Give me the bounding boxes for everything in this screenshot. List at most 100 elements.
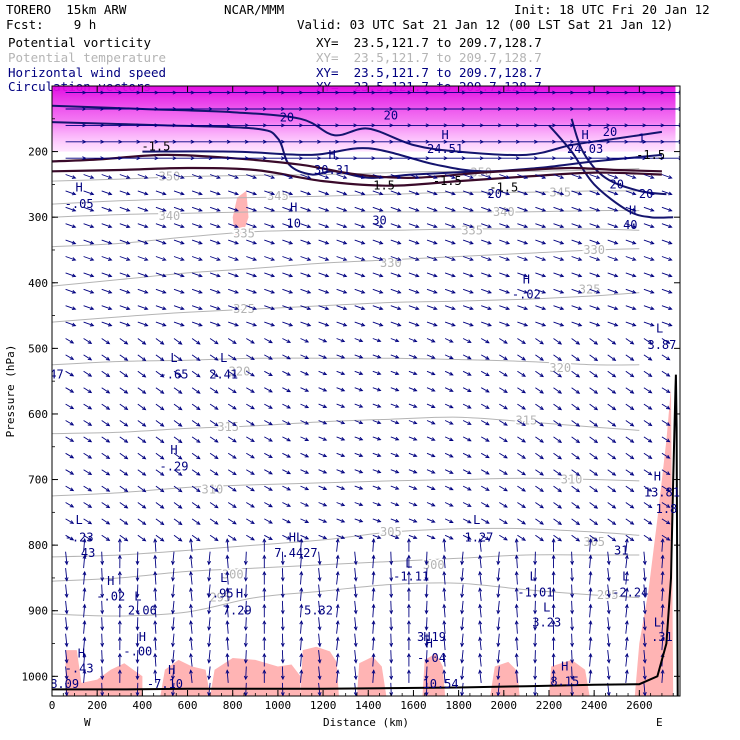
circulation-vector: [625, 485, 634, 492]
circulation-vector: [318, 174, 329, 179]
extremum-label: 1.5: [373, 179, 395, 193]
circulation-vector: [155, 518, 164, 525]
circulation-vector-head: [340, 338, 346, 343]
circulation-vector-head: [214, 504, 219, 509]
circulation-vector-head: [71, 224, 77, 229]
circulation-vector: [282, 305, 293, 310]
circulation-vector-head: [322, 338, 328, 343]
circulation-vector-head: [358, 404, 364, 408]
circulation-vector-head: [69, 487, 75, 492]
circulation-vector-head: [668, 208, 673, 212]
circulation-vector: [173, 321, 184, 327]
circulation-vector-head: [570, 675, 575, 681]
circulation-vector: [426, 206, 437, 212]
extremum-label: L: [530, 570, 537, 584]
circulation-vector: [571, 403, 580, 411]
circulation-vector: [101, 436, 110, 443]
circulation-vector: [372, 370, 381, 375]
circulation-vector: [191, 223, 203, 228]
circulation-vector-head: [451, 322, 456, 327]
circulation-vector: [625, 305, 636, 310]
circulation-vector-head: [360, 289, 366, 294]
circulation-vector: [408, 354, 417, 359]
circulation-vector: [444, 272, 456, 277]
circulation-vector: [336, 621, 339, 634]
circulation-vector: [625, 555, 628, 569]
circulation-vector: [517, 452, 526, 459]
circulation-vector: [65, 272, 76, 277]
circulation-vector: [208, 600, 211, 614]
model-title: TORERO 15km ARW: [6, 2, 127, 17]
circulation-vector: [462, 305, 474, 310]
forecast-hour: Fcst: 9 h: [6, 17, 97, 32]
circulation-vector: [499, 387, 508, 393]
circulation-vector-head: [577, 289, 583, 294]
circulation-vector-head: [225, 620, 230, 625]
circulation-vector: [281, 600, 284, 614]
circulation-vector-head: [126, 322, 131, 327]
circulation-vector-head: [360, 208, 366, 212]
circulation-vector: [571, 190, 582, 195]
circulation-vector: [155, 190, 166, 195]
x-axis-label: Distance (km): [323, 716, 409, 729]
circulation-vector: [245, 551, 247, 565]
circulation-vector: [172, 617, 175, 630]
circulation-vector-head: [306, 208, 312, 212]
circulation-vector-head: [415, 306, 420, 311]
circulation-vector-head: [160, 521, 165, 526]
circulation-vector: [83, 588, 86, 601]
circulation-vector: [65, 370, 74, 377]
circulation-vector-head: [557, 373, 563, 378]
circulation-vector: [282, 452, 291, 458]
circulation-vector: [101, 239, 112, 245]
circulation-vector: [625, 370, 634, 378]
circulation-vector: [354, 370, 363, 375]
circulation-vector-head: [611, 455, 617, 460]
circulation-vector-head: [123, 471, 129, 476]
circulation-vector-head: [306, 306, 312, 311]
circulation-vector-head: [611, 340, 617, 345]
circulation-vector-head: [485, 454, 490, 459]
circulation-vector-head: [406, 636, 411, 641]
circulation-vector: [661, 272, 672, 277]
circulation-vector: [282, 239, 293, 245]
circulation-vector: [191, 190, 203, 195]
circulation-vector-head: [180, 175, 185, 179]
circulation-vector: [101, 633, 103, 647]
circulation-vector-head: [232, 536, 237, 541]
circulation-vector-head: [514, 636, 519, 641]
circulation-vector: [172, 551, 175, 565]
circulation-vector: [264, 469, 273, 475]
circulation-vector-head: [606, 610, 611, 615]
circulation-vector-head: [666, 438, 671, 443]
circulation-vector: [300, 518, 309, 523]
circulation-vector: [390, 551, 392, 565]
circulation-vector-head: [397, 289, 402, 294]
circulation-vector: [589, 403, 598, 411]
circulation-vector: [209, 272, 221, 277]
circulation-vector: [336, 256, 347, 261]
circulation-vector: [589, 387, 598, 394]
theta-label: 350: [159, 170, 181, 184]
circulation-vector: [517, 272, 528, 277]
circulation-vector-head: [650, 224, 655, 229]
circulation-vector: [264, 190, 275, 195]
theta-label: 325: [233, 302, 255, 316]
circulation-vector: [173, 436, 182, 443]
circulation-vector-head: [153, 636, 158, 641]
circulation-vector: [497, 600, 500, 614]
circulation-vector: [661, 305, 672, 310]
circulation-vector: [264, 420, 273, 426]
circulation-vector-head: [406, 587, 411, 592]
circulation-vector-head: [503, 405, 508, 410]
circulation-vector-head: [449, 421, 454, 425]
circulation-vector: [246, 452, 255, 459]
circulation-vector-head: [557, 488, 563, 493]
circulation-vector-head: [613, 273, 619, 278]
circulation-vector-head: [117, 669, 122, 674]
circulation-vector-head: [162, 273, 167, 278]
circulation-vector-head: [469, 289, 474, 294]
extremum-label: -2.24: [612, 585, 648, 599]
circulation-vector: [137, 452, 146, 460]
circulation-vector-head: [358, 436, 364, 441]
